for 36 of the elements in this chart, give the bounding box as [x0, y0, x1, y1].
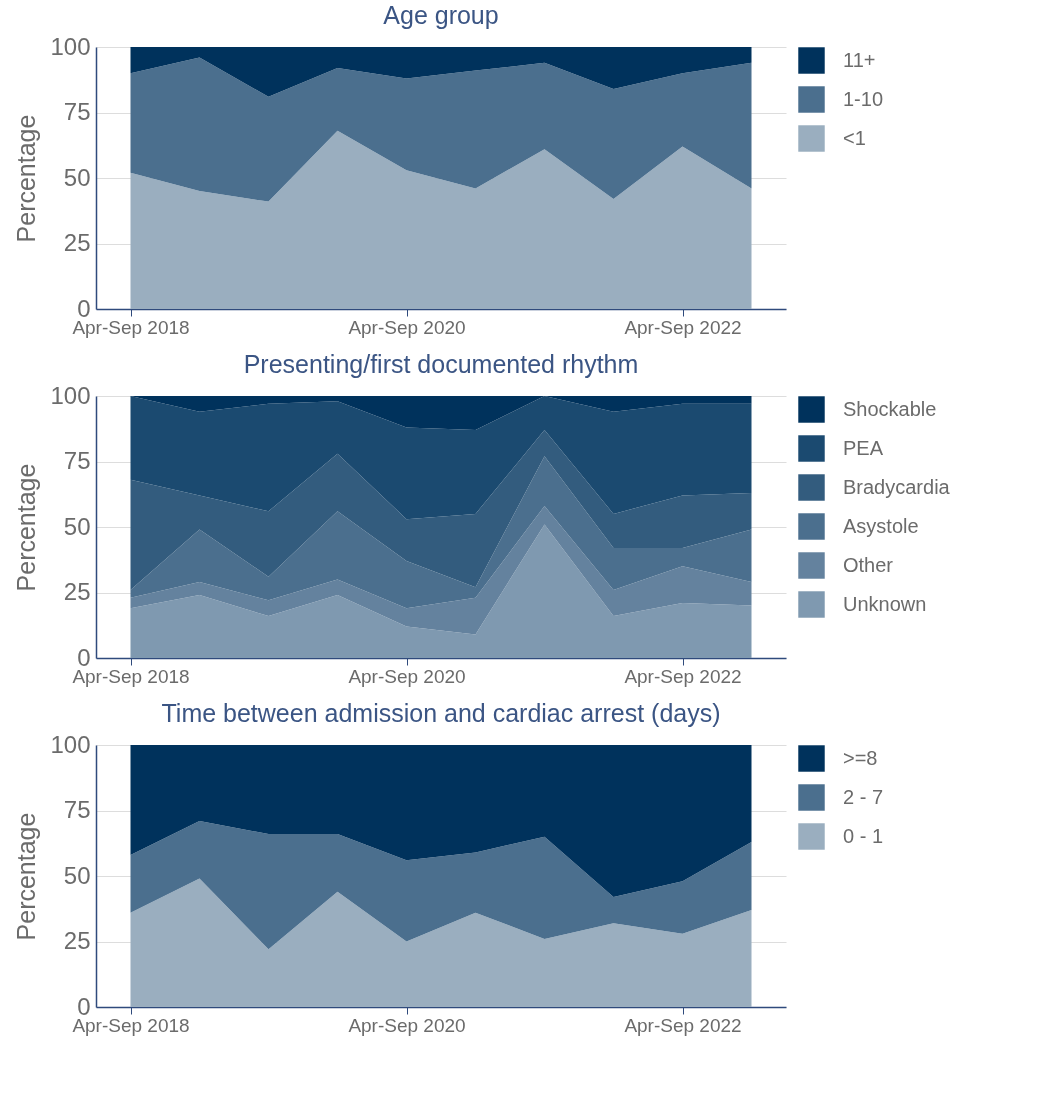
y-tick-label: 50	[63, 163, 91, 191]
y-axis-title: Percentage	[12, 812, 41, 941]
y-axis-title: Percentage	[12, 463, 41, 592]
x-tick-label: Apr-Sep 2020	[348, 316, 466, 338]
y-tick-label: 25	[63, 578, 91, 605]
x-tick-label: Apr-Sep 2020	[348, 665, 466, 687]
y-tick-label: 75	[63, 98, 91, 125]
legend-label: Unknown	[843, 592, 927, 615]
legend-label: PEA	[843, 436, 884, 459]
legend-label: Other	[843, 553, 894, 576]
x-tick-label: Apr-Sep 2020	[348, 1014, 466, 1036]
legend-label: <1	[843, 126, 866, 149]
y-tick-label: 100	[50, 730, 91, 758]
x-tick-label: Apr-Sep 2022	[624, 1014, 742, 1036]
legend-label: 1-10	[843, 87, 884, 110]
legend-label: 11+	[843, 48, 876, 71]
y-tick-label: 75	[63, 796, 91, 823]
y-tick-label: 50	[63, 512, 91, 540]
y-tick-label: 50	[63, 861, 91, 889]
chart-title: Age group	[383, 1, 499, 29]
chart-title: Presenting/first documented rhythm	[243, 350, 639, 378]
legend-label: 2 - 7	[843, 785, 884, 808]
legend-label: Asystole	[843, 514, 919, 537]
legend-label: Shockable	[843, 397, 937, 420]
x-tick-label: Apr-Sep 2022	[624, 665, 742, 687]
x-tick-label: Apr-Sep 2022	[624, 316, 742, 338]
y-tick-label: 100	[50, 381, 91, 409]
y-tick-label: 25	[63, 229, 91, 256]
y-tick-label: 25	[63, 927, 91, 954]
legend-label: Bradycardia	[843, 475, 951, 498]
chart-title: Time between admission and cardiac arrest (days)	[161, 699, 721, 727]
legend-label: 0 - 1	[843, 824, 884, 847]
y-axis-title: Percentage	[12, 114, 41, 243]
legend-label: >=8	[843, 746, 878, 769]
y-tick-label: 75	[63, 447, 91, 474]
y-tick-label: 100	[50, 32, 91, 60]
